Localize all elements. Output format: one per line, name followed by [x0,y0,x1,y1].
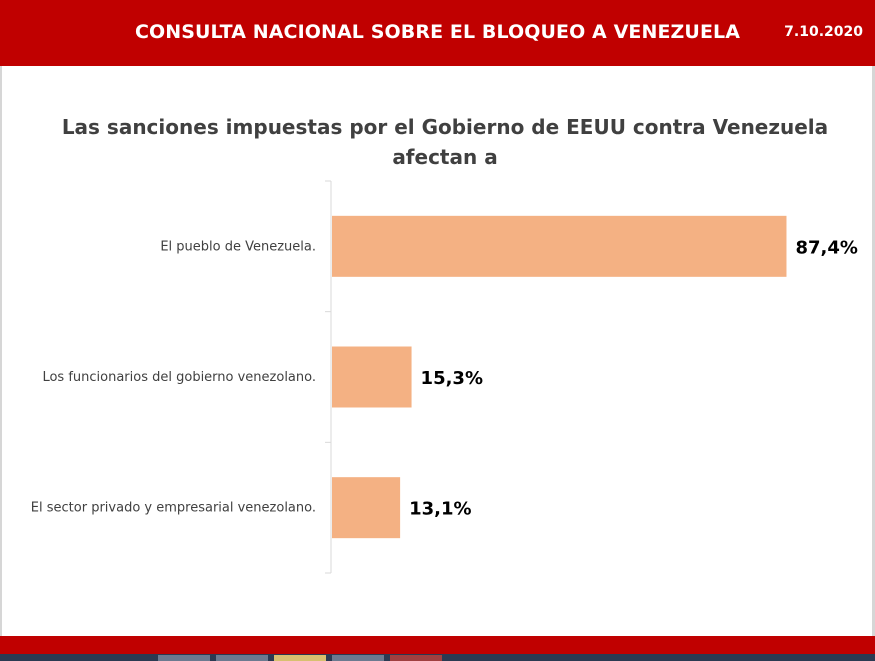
chart-title-line-2: afectan a [392,145,498,169]
header-date: 7.10.2020 [784,24,863,40]
category-label: Los funcionarios del gobierno venezolano… [42,370,316,385]
taskbar-button[interactable] [332,655,384,661]
bar [332,477,401,539]
bar [332,346,412,408]
frame-right-border [872,66,875,636]
taskbar-button[interactable] [216,655,268,661]
taskbar-button[interactable] [390,655,442,661]
footer-band [0,636,875,654]
chart-title: Las sanciones impuestas por el Gobierno … [60,112,830,172]
taskbar-button[interactable] [158,655,210,661]
chart-title-line-1: Las sanciones impuestas por el Gobierno … [61,115,829,139]
header-title: CONSULTA NACIONAL SOBRE EL BLOQUEO A VEN… [134,21,741,43]
data-label: 15,3% [421,368,483,389]
taskbar-button[interactable] [274,655,326,661]
data-label: 13,1% [409,499,471,520]
header-bar: CONSULTA NACIONAL SOBRE EL BLOQUEO A VEN… [0,0,875,66]
category-label: El pueblo de Venezuela. [160,239,316,254]
frame-left-border [0,66,2,636]
data-label: 87,4% [795,237,857,258]
category-label: El sector privado y empresarial venezola… [31,501,316,516]
bar [332,215,787,277]
